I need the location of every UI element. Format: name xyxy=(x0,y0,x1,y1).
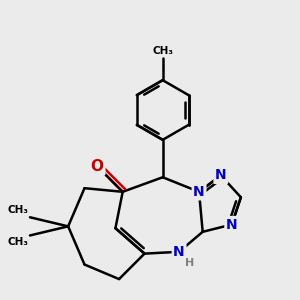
Text: CH₃: CH₃ xyxy=(152,46,173,56)
Text: N: N xyxy=(215,169,227,182)
Text: H: H xyxy=(184,258,194,268)
Text: N: N xyxy=(193,185,205,199)
Text: N: N xyxy=(226,218,238,232)
Text: CH₃: CH₃ xyxy=(7,237,28,247)
Text: N: N xyxy=(173,245,185,259)
Text: O: O xyxy=(91,159,104,174)
Text: CH₃: CH₃ xyxy=(7,206,28,215)
